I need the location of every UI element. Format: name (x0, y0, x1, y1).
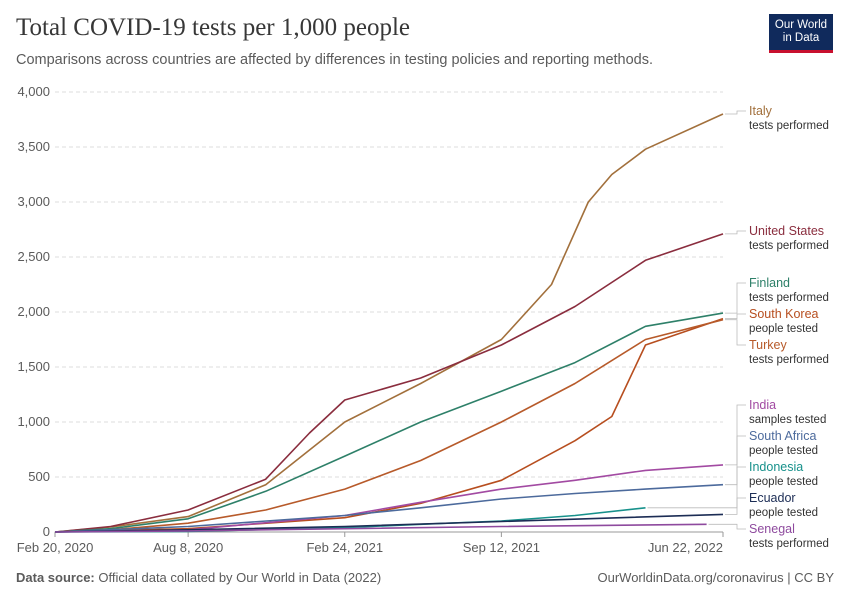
y-tick-label: 1,500 (17, 359, 50, 374)
series-label-name[interactable]: Italy (749, 104, 773, 118)
series-label-unit: tests performed (749, 120, 829, 132)
label-connector (725, 282, 746, 314)
label-connector (725, 110, 746, 115)
label-connector (725, 497, 746, 515)
series-label-unit: people tested (749, 323, 818, 335)
y-tick-label: 500 (28, 469, 50, 484)
label-connector (725, 230, 746, 235)
series-label-name[interactable]: Finland (749, 276, 790, 290)
series-label-unit: people tested (749, 476, 818, 488)
series-label-name[interactable]: South Africa (749, 429, 816, 443)
series-label-unit: tests performed (749, 538, 829, 550)
series-label-unit: tests performed (749, 240, 829, 252)
x-tick-label: Aug 8, 2020 (153, 540, 223, 555)
y-tick-label: 2,000 (17, 304, 50, 319)
series-label-name[interactable]: United States (749, 224, 824, 238)
chart-subtitle: Comparisons across countries are affecte… (16, 52, 654, 68)
x-tick-label: Jun 22, 2022 (648, 540, 723, 555)
y-tick-label: 2,500 (17, 249, 50, 264)
series-label-name[interactable]: Indonesia (749, 460, 803, 474)
data-source-label: Data source: (16, 570, 95, 585)
source-link[interactable]: OurWorldinData.org/coronavirus | CC BY (597, 570, 834, 585)
series-label-unit: people tested (749, 445, 818, 457)
y-tick-label: 0 (43, 524, 50, 539)
series-label-name[interactable]: Ecuador (749, 491, 796, 505)
series-label-name[interactable]: Turkey (749, 338, 787, 352)
x-tick-label: Sep 12, 2021 (463, 540, 540, 555)
series-label-name[interactable]: India (749, 398, 776, 412)
series-label-name[interactable]: Senegal (749, 522, 795, 536)
series-line-senegal[interactable] (54, 523, 707, 533)
y-tick-label: 3,000 (17, 194, 50, 209)
owid-logo[interactable]: Our World in Data (769, 14, 833, 53)
series-line-finland[interactable] (54, 312, 724, 533)
series-line-united-states[interactable] (54, 233, 724, 533)
data-source-text: Official data collated by Our World in D… (98, 570, 382, 585)
series-line-south-africa[interactable] (54, 483, 724, 533)
series-label-name[interactable]: South Korea (749, 307, 819, 321)
series-label-unit: tests performed (749, 354, 829, 366)
series-line-turkey[interactable] (54, 318, 724, 533)
series-label-unit: people tested (749, 507, 818, 519)
series-line-italy[interactable] (54, 113, 724, 533)
series-line-india[interactable] (54, 464, 724, 533)
label-connector (725, 404, 746, 466)
label-connector (725, 319, 746, 346)
series-label-unit: tests performed (749, 292, 829, 304)
y-tick-label: 4,000 (17, 84, 50, 99)
y-tick-label: 3,500 (17, 139, 50, 154)
series-line-south-korea[interactable] (54, 317, 724, 533)
chart-title: Total COVID-19 tests per 1,000 people (16, 14, 411, 41)
series-label-unit: samples tested (749, 414, 826, 426)
label-connector (725, 435, 746, 486)
x-tick-label: Feb 20, 2020 (17, 540, 94, 555)
label-connector (647, 466, 746, 509)
data-source: Data source: Official data collated by O… (16, 570, 381, 585)
label-connector (708, 523, 746, 530)
x-tick-label: Feb 24, 2021 (306, 540, 383, 555)
logo-line-1: Our World (774, 19, 828, 31)
label-connector (725, 313, 746, 320)
y-tick-label: 1,000 (17, 414, 50, 429)
logo-line-2: in Data (782, 32, 820, 44)
